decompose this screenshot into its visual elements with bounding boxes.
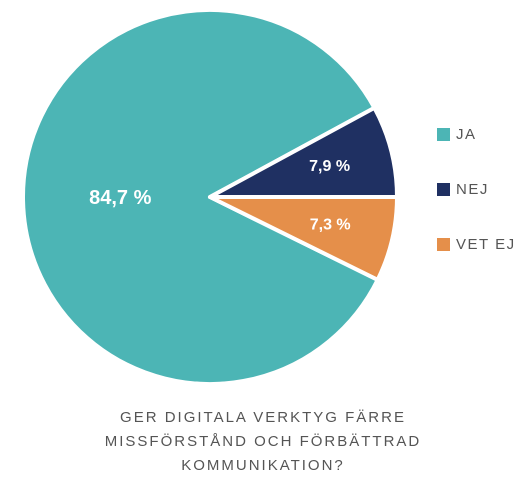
legend-label: JA: [456, 126, 477, 143]
legend-swatch: [437, 128, 450, 141]
legend-swatch: [437, 238, 450, 251]
chart-title: GER DIGITALA VERKTYG FÄRRE MISSFÖRSTÅND …: [104, 409, 422, 474]
legend-label: VET EJ: [456, 236, 516, 253]
chart: 84,7 % 7,9 % 7,3 % JA NEJ VET EJ: [21, 8, 516, 386]
legend-label: NEJ: [456, 181, 489, 198]
pie-slice: [208, 194, 399, 282]
data-label: 84,7 %: [89, 187, 151, 209]
legend-swatch: [437, 183, 450, 196]
data-label: 7,9 %: [309, 158, 350, 175]
pie-slice: [21, 8, 380, 386]
data-label: 7,3 %: [310, 216, 351, 233]
